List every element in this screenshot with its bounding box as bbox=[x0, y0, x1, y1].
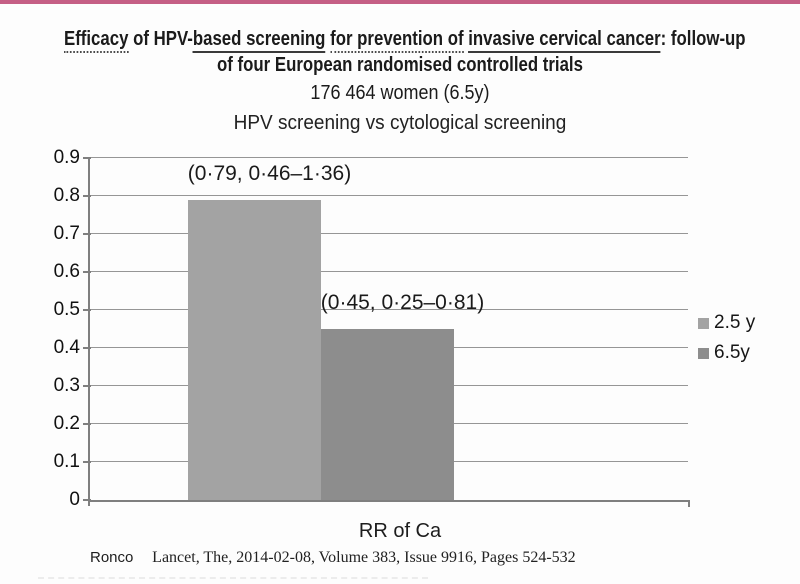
slide-title-line1: Efficacy of HPV-based screening for prev… bbox=[64, 27, 746, 53]
legend-swatch-2-5y bbox=[698, 317, 709, 329]
top-accent-bar bbox=[0, 0, 800, 4]
y-axis-tick-label: 0.7 bbox=[53, 223, 80, 244]
chart-legend: 2.5 y 6.5y bbox=[698, 312, 755, 372]
y-axis-tick-label: 0.8 bbox=[53, 185, 80, 206]
legend-item-6-5y: 6.5y bbox=[698, 342, 755, 364]
legend-label-2-5y: 2.5 y bbox=[714, 312, 756, 333]
y-axis-tick-label: 0.4 bbox=[53, 337, 80, 358]
legend-swatch-6-5y bbox=[698, 347, 709, 359]
x-axis-line bbox=[88, 500, 690, 502]
y-axis-tick-label: 0.5 bbox=[53, 299, 80, 320]
y-axis-tick bbox=[83, 385, 91, 387]
title-segment: : follow-up bbox=[660, 28, 746, 50]
legend-label-6-5y: 6.5y bbox=[714, 342, 750, 363]
title-segment: for prevention of bbox=[330, 28, 464, 53]
y-axis-tick bbox=[83, 195, 91, 197]
gridline bbox=[90, 271, 688, 272]
legend-item-2-5y: 2.5 y bbox=[698, 312, 755, 334]
slide-title-line2: of four European randomised controlled t… bbox=[217, 54, 583, 76]
title-segment: invasive cervical cancer bbox=[468, 28, 661, 53]
title-segment: of HPV- bbox=[128, 28, 193, 50]
y-axis-line bbox=[88, 157, 90, 506]
gridline bbox=[90, 309, 688, 310]
bar-annotation-6-5y: (0·45, 0·25–0·81) bbox=[320, 291, 485, 314]
x-axis-label: RR of Ca bbox=[358, 520, 442, 542]
y-axis-tick bbox=[83, 347, 91, 349]
citation-reference: Lancet, The, 2014-02-08, Volume 383, Iss… bbox=[152, 549, 576, 566]
slide-subtitle: 176 464 women (6.5y) bbox=[310, 82, 490, 104]
y-axis-tick-label: 0.9 bbox=[53, 147, 80, 168]
gridline bbox=[90, 195, 688, 196]
citation-author: Ronco bbox=[90, 549, 134, 566]
y-axis-tick bbox=[83, 233, 91, 235]
y-axis-tick-label: 0.1 bbox=[53, 451, 80, 472]
x-axis-end-tick bbox=[688, 500, 690, 507]
gridline bbox=[90, 233, 688, 234]
y-axis-tick bbox=[83, 499, 91, 501]
bar-series-0 bbox=[188, 199, 321, 500]
y-axis-tick-label: 0.6 bbox=[53, 261, 80, 282]
y-axis-tick-label: 0.2 bbox=[53, 413, 80, 434]
bar-series-1 bbox=[321, 329, 454, 500]
y-axis-tick bbox=[83, 461, 91, 463]
bar-annotation-2-5y: (0·79, 0·46–1·36) bbox=[187, 161, 352, 185]
gridline bbox=[90, 157, 688, 158]
y-axis-tick bbox=[83, 423, 91, 425]
y-axis-tick-label: 0.3 bbox=[53, 375, 80, 396]
y-axis-tick bbox=[83, 271, 91, 273]
title-segment: Efficacy bbox=[64, 28, 129, 53]
chart-title: HPV screening vs cytological screening bbox=[233, 112, 567, 134]
y-axis-tick bbox=[83, 309, 91, 311]
y-axis-tick bbox=[83, 157, 91, 159]
citation-line: Ronco Lancet, The, 2014-02-08, Volume 38… bbox=[90, 549, 730, 567]
y-axis-tick-label: 0 bbox=[69, 489, 80, 510]
bottom-faint-line bbox=[38, 577, 428, 579]
title-segment: based screening bbox=[192, 28, 326, 53]
